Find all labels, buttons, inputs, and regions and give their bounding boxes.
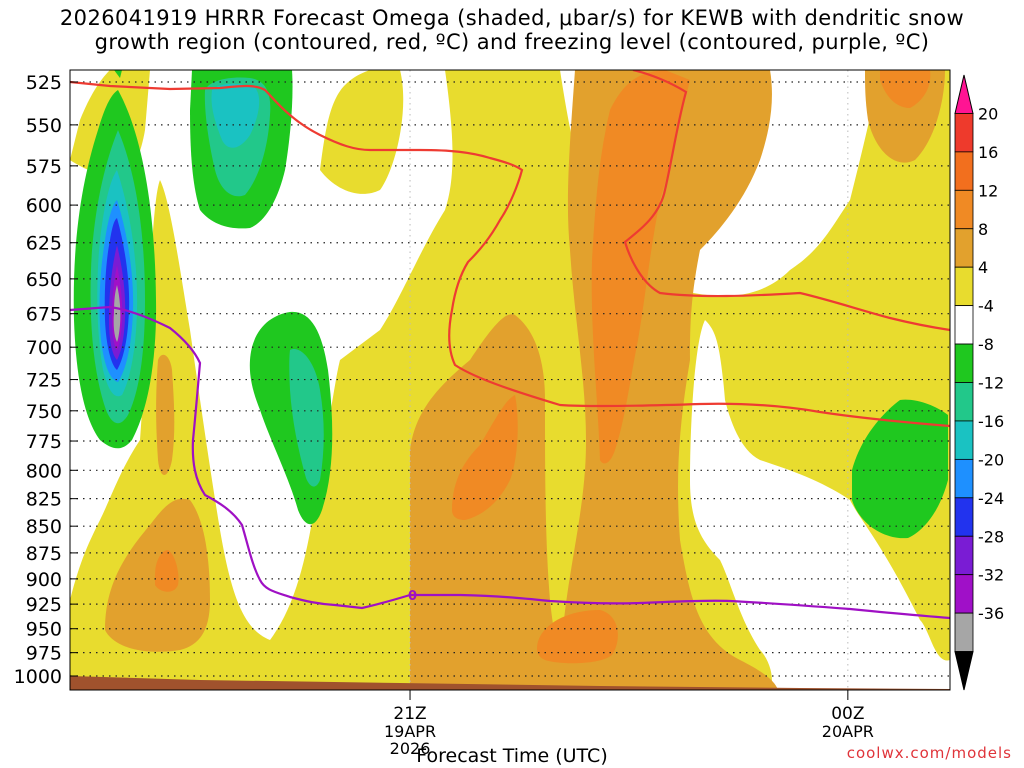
y-tick-label: 525	[26, 72, 62, 94]
y-tick-label: 575	[26, 156, 62, 178]
colorbar-label: 16	[978, 143, 998, 162]
omega-contour-darkorange-small	[155, 550, 179, 592]
omega-contour-green-small	[114, 70, 122, 78]
colorbar-label: -16	[978, 412, 1004, 431]
colorbar-cell	[954, 151, 974, 191]
x-axis-label: Forecast Time (UTC)	[416, 745, 608, 767]
colorbar-cell	[954, 535, 974, 576]
y-tick-label: 850	[26, 516, 62, 538]
omega-contour-darkorange	[591, 70, 690, 464]
dgz-contour-lower	[623, 70, 950, 332]
colorbar-label: -12	[978, 374, 1004, 393]
colorbar-cell	[954, 228, 974, 268]
y-tick-label: 800	[26, 460, 62, 482]
y-tick-label: 625	[26, 233, 62, 255]
y-tick-label: 750	[26, 401, 62, 423]
x-axis: 21Z19APR202600Z20APR03Z06Z09Z12Z	[384, 690, 874, 758]
colorbar-label: 20	[978, 104, 998, 123]
colorbar-label: -8	[978, 335, 994, 354]
colorbar-label: -20	[978, 450, 1004, 469]
x-tick-label: 21Z	[393, 704, 426, 724]
colorbar-label: -32	[978, 566, 1004, 585]
omega-contour-green-right	[852, 399, 948, 539]
y-tick-label: 550	[26, 115, 62, 137]
omega-contour-darkorange-low	[537, 610, 618, 664]
colorbar-label: 8	[978, 220, 988, 239]
y-tick-label: 925	[26, 594, 62, 616]
colorbar: 20 16 12 8 4 -4 -8 -12 -16 -20 -24 -28 -32 -36	[954, 74, 1004, 691]
colorbar-label: -36	[978, 604, 1004, 623]
y-tick-label: 1000	[14, 666, 62, 688]
chart-title: 2026041919 HRRR Forecast Omega (shaded, …	[0, 6, 1024, 54]
omega-contour-cyan-top	[211, 83, 260, 148]
colorbar-cell	[954, 382, 974, 422]
y-tick-label: 650	[26, 269, 62, 291]
colorbar-cell	[954, 497, 974, 537]
freezing-level-label: 0	[408, 589, 417, 604]
colorbar-cell	[954, 113, 974, 153]
colorbar-label: 4	[978, 258, 988, 277]
y-tick-label: 950	[26, 619, 62, 641]
colorbar-cell	[954, 189, 974, 230]
colorbar-label: 12	[978, 181, 998, 200]
y-tick-label: 825	[26, 489, 62, 511]
colorbar-label: -28	[978, 527, 1004, 546]
y-tick-label: 700	[26, 337, 62, 359]
credit-text: coolwx.com/models	[846, 744, 1012, 762]
colorbar-cell	[954, 305, 974, 345]
colorbar-cell	[954, 458, 974, 499]
colorbar-arrow-top	[954, 74, 974, 114]
y-tick-label: 875	[26, 543, 62, 565]
y-tick-label: 675	[26, 304, 62, 326]
colorbar-cell	[954, 612, 974, 652]
x-tick-label: 00Z	[831, 704, 864, 724]
y-tick-label: 775	[26, 431, 62, 453]
colorbar-cell	[954, 343, 974, 383]
colorbar-cell	[954, 266, 974, 307]
colorbar-label: -4	[978, 297, 994, 316]
x-tick-sublabel: 2026	[390, 739, 431, 758]
y-tick-label: 600	[26, 195, 62, 217]
y-tick-label: 725	[26, 370, 62, 392]
freezing-level-contour	[70, 305, 950, 620]
y-tick-label: 975	[26, 643, 62, 665]
omega-contour-darkorange-top-right	[880, 70, 931, 108]
y-tick-label: 900	[26, 569, 62, 591]
title-line-1: 2026041919 HRRR Forecast Omega (shaded, …	[59, 6, 965, 30]
dgz-contour-upper	[70, 80, 950, 428]
colorbar-arrow-bottom	[954, 651, 974, 691]
omega-contour-yellow-top	[320, 70, 404, 194]
colorbar-label: -24	[978, 489, 1004, 508]
terrain-surface	[70, 676, 950, 690]
omega-contour-orange-thin	[156, 354, 175, 475]
omega-contour-teal-center	[289, 349, 324, 487]
x-tick-sublabel: 20APR	[822, 722, 874, 741]
omega-contour-darkorange-mid	[452, 395, 518, 520]
colorbar-cell	[954, 420, 974, 460]
x-tick-sublabel: 19APR	[384, 722, 436, 741]
y-axis: 525 550 575 600 625 650 675 700 725 750 775 800 825 8…	[14, 72, 78, 688]
colorbar-cell	[954, 574, 974, 614]
title-line-2: growth region (contoured, red, ºC) and f…	[94, 30, 930, 54]
